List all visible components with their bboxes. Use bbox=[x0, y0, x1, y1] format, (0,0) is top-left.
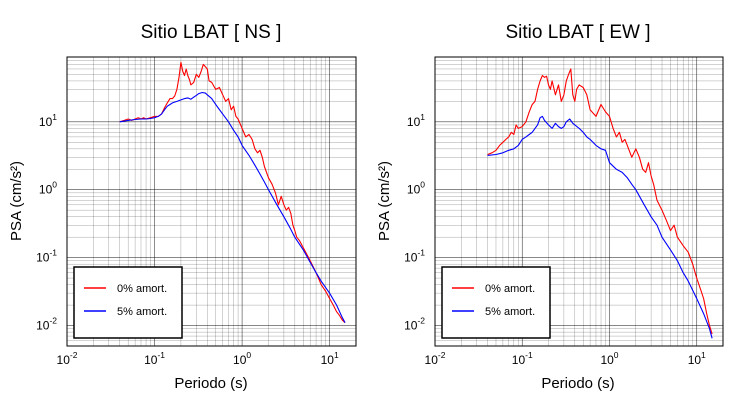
chart-ns: Sitio LBAT [ NS ] 10-2 10-1 100 101 10-2 10-1… bbox=[8, 22, 357, 392]
tick-labels: 10-2 10-1 100 101 10-2 10-1 100 101 bbox=[404, 112, 706, 367]
y-tick-label: 100 bbox=[39, 180, 57, 197]
legend-label-damped: 5% amort. bbox=[485, 306, 535, 318]
legend-label-undamped: 0% amort. bbox=[117, 283, 167, 295]
legend-label-damped: 5% amort. bbox=[117, 306, 167, 318]
legend-label-undamped: 0% amort. bbox=[485, 283, 535, 295]
x-tick-label: 101 bbox=[321, 350, 339, 367]
x-tick-label: 10-2 bbox=[57, 350, 78, 367]
x-tick-label: 101 bbox=[688, 350, 706, 367]
x-tick-label: 10-1 bbox=[512, 350, 533, 367]
x-tick-label: 10-1 bbox=[144, 350, 165, 367]
chart-title: Sitio LBAT [ EW ] bbox=[505, 22, 650, 43]
chart-ew: Sitio LBAT [ EW ] 10-2 10-1 100 101 10-2 10-1… bbox=[376, 22, 724, 392]
grid bbox=[66, 56, 357, 347]
y-tick-label: 101 bbox=[39, 112, 57, 129]
y-tick-label: 10-2 bbox=[404, 316, 425, 333]
legend-box bbox=[441, 266, 551, 339]
y-tick-label: 100 bbox=[407, 180, 425, 197]
legend: 0% amort. 5% amort. bbox=[73, 266, 183, 339]
plot-frame bbox=[434, 56, 724, 347]
x-tick-label: 100 bbox=[233, 350, 251, 367]
legend: 0% amort. 5% amort. bbox=[441, 266, 551, 339]
series-layer bbox=[487, 68, 713, 339]
y-tick-label: 101 bbox=[407, 112, 425, 129]
tick-labels: 10-2 10-1 100 101 10-2 10-1 100 101 bbox=[36, 112, 339, 367]
legend-box bbox=[73, 266, 183, 339]
chart-title: Sitio LBAT [ NS ] bbox=[141, 22, 282, 43]
x-axis-label: Periodo (s) bbox=[174, 375, 247, 392]
x-axis-label: Periodo (s) bbox=[541, 375, 614, 392]
y-tick-label: 10-1 bbox=[36, 248, 57, 265]
y-axis-label: PSA (cm/s²) bbox=[376, 161, 393, 241]
y-axis-label: PSA (cm/s²) bbox=[8, 161, 25, 241]
series-line-damped bbox=[487, 115, 713, 339]
y-tick-label: 10-2 bbox=[36, 316, 57, 333]
series-line-damped bbox=[119, 91, 346, 323]
plot-frame bbox=[66, 56, 357, 347]
series-layer bbox=[119, 61, 346, 324]
x-tick-label: 100 bbox=[600, 350, 618, 367]
series-line-undamped bbox=[487, 68, 713, 335]
series-line-undamped bbox=[119, 61, 346, 324]
y-tick-label: 10-1 bbox=[404, 248, 425, 265]
x-tick-label: 10-2 bbox=[425, 350, 446, 367]
